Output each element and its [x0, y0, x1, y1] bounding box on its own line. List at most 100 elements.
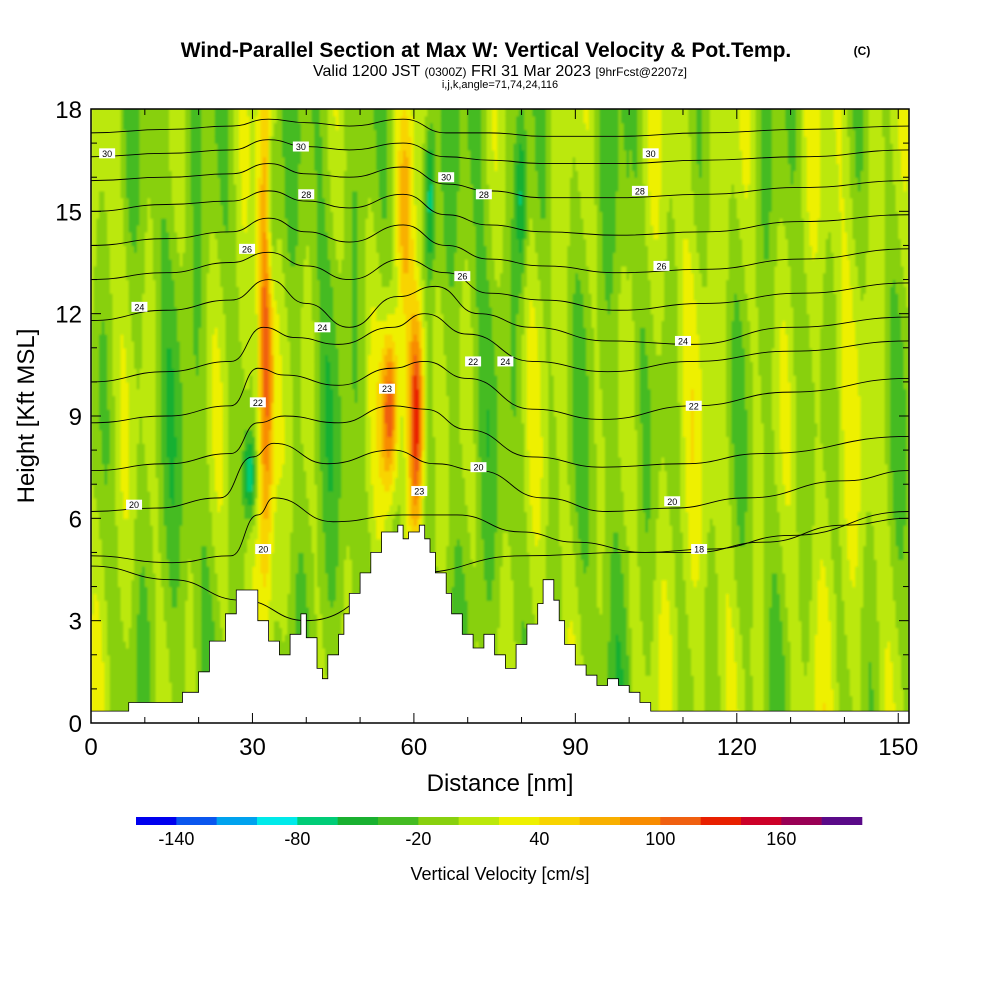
velocity-cell — [125, 252, 130, 260]
velocity-cell — [139, 395, 143, 403]
velocity-cell — [109, 340, 114, 349]
velocity-cell — [166, 607, 170, 615]
velocity-cell — [120, 429, 124, 438]
velocity-cell — [104, 109, 108, 117]
velocity-cell — [117, 450, 122, 458]
velocity-cell — [171, 395, 176, 403]
velocity-cell — [93, 224, 97, 233]
velocity-cell — [142, 429, 146, 438]
velocity-cell — [91, 477, 95, 485]
velocity-cell — [150, 668, 154, 676]
velocity-cell — [163, 572, 167, 581]
velocity-cell — [109, 211, 114, 219]
velocity-cell — [120, 484, 124, 492]
velocity-cell — [109, 190, 114, 199]
velocity-cell — [171, 456, 176, 465]
velocity-cell — [136, 538, 141, 547]
velocity-cell — [139, 456, 143, 465]
velocity-cell — [93, 593, 97, 601]
velocity-cell — [101, 450, 106, 458]
velocity-cell — [158, 477, 162, 485]
velocity-cell — [134, 593, 138, 601]
velocity-cell — [166, 613, 170, 622]
velocity-cell — [115, 682, 119, 690]
velocity-cell — [169, 272, 173, 281]
velocity-cell — [134, 620, 138, 629]
velocity-cell — [150, 450, 154, 458]
velocity-cell — [91, 293, 95, 301]
velocity-cell — [134, 429, 138, 438]
velocity-cell — [144, 559, 149, 567]
velocity-cell — [115, 586, 119, 594]
velocity-cell — [131, 245, 135, 253]
velocity-cell — [96, 388, 100, 397]
velocity-cell — [158, 688, 162, 697]
velocity-cell — [93, 600, 97, 608]
velocity-cell — [182, 197, 186, 206]
velocity-cell — [93, 456, 97, 465]
velocity-cell — [177, 497, 181, 506]
velocity-cell — [152, 586, 157, 594]
velocity-cell — [115, 552, 119, 560]
velocity-cell — [147, 634, 151, 642]
velocity-cell — [128, 620, 132, 629]
velocity-cell — [174, 224, 178, 233]
velocity-cell — [142, 272, 146, 281]
velocity-cell — [96, 654, 100, 663]
velocity-cell — [136, 340, 141, 349]
velocity-cell — [169, 129, 173, 137]
velocity-cell — [128, 340, 132, 349]
velocity-cell — [125, 170, 130, 178]
velocity-cell — [160, 688, 165, 697]
velocity-cell — [101, 402, 106, 410]
velocity-cell — [144, 450, 149, 458]
velocity-cell — [139, 129, 143, 137]
velocity-cell — [112, 388, 116, 397]
velocity-cell — [144, 381, 149, 390]
velocity-cell — [144, 647, 149, 656]
velocity-cell — [115, 143, 119, 151]
velocity-cell — [99, 252, 103, 260]
velocity-cell — [177, 416, 181, 424]
velocity-cell — [171, 641, 176, 649]
velocity-cell — [160, 177, 165, 185]
velocity-cell — [99, 272, 103, 281]
velocity-cell — [177, 470, 181, 478]
velocity-cell — [177, 647, 181, 656]
velocity-cell — [169, 327, 173, 335]
velocity-cell — [139, 163, 143, 171]
velocity-cell — [112, 334, 116, 342]
velocity-cell — [182, 279, 186, 287]
velocity-cell — [171, 340, 176, 349]
velocity-cell — [139, 647, 143, 656]
velocity-cell — [160, 340, 165, 349]
velocity-cell — [166, 552, 170, 560]
velocity-cell — [139, 607, 143, 615]
velocity-cell — [104, 136, 108, 144]
velocity-cell — [160, 525, 165, 533]
velocity-cell — [104, 197, 108, 206]
velocity-cell — [166, 190, 170, 199]
velocity-cell — [117, 702, 122, 710]
velocity-cell — [91, 218, 95, 226]
velocity-cell — [144, 395, 149, 403]
velocity-cell — [171, 245, 176, 253]
velocity-cell — [169, 136, 173, 144]
velocity-cell — [174, 607, 178, 615]
velocity-cell — [171, 177, 176, 185]
velocity-cell — [142, 388, 146, 397]
velocity-cell — [147, 463, 151, 472]
velocity-cell — [104, 245, 108, 253]
velocity-cell — [93, 368, 97, 376]
velocity-cell — [166, 470, 170, 478]
velocity-cell — [150, 381, 154, 390]
velocity-cell — [107, 109, 111, 117]
velocity-cell — [139, 518, 143, 526]
velocity-cell — [179, 381, 184, 390]
velocity-cell — [150, 218, 154, 226]
velocity-cell — [160, 654, 165, 663]
velocity-cell — [152, 122, 157, 131]
velocity-cell — [174, 682, 178, 690]
velocity-cell — [136, 259, 141, 267]
velocity-cell — [99, 388, 103, 397]
